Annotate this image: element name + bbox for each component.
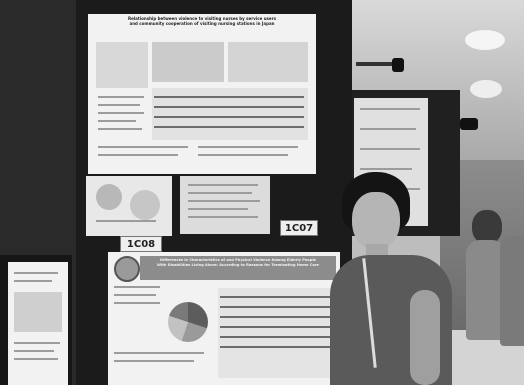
university-logo xyxy=(114,256,140,282)
attendee xyxy=(472,210,502,244)
poster-top: Relationship between violence to visitin… xyxy=(88,14,316,174)
poster-bottom-title-line2: With Disabilities Living Alone: Accordin… xyxy=(157,262,319,267)
results-table xyxy=(218,288,334,378)
attendee xyxy=(466,240,506,340)
pie-chart xyxy=(168,302,208,342)
board-code-left: 1C08 xyxy=(120,236,162,252)
poster-top-title-line1: Relationship between violence to visitin… xyxy=(128,16,276,21)
flyer-right xyxy=(180,176,270,234)
poster-bottom: Differences in Characteristics of and Ph… xyxy=(108,252,340,385)
flyer-left xyxy=(86,176,172,236)
poster-bottom-title-line1: Differences in Characteristics of and Ph… xyxy=(159,258,316,262)
spotlight xyxy=(356,62,404,66)
poster-top-title-line2: and community cooperation of visiting nu… xyxy=(129,21,275,27)
woman-face xyxy=(352,192,400,250)
spotlight xyxy=(392,58,404,72)
poster-top-section xyxy=(152,42,224,82)
board-code-right: 1C07 xyxy=(280,220,318,236)
poster-top-section xyxy=(96,42,148,88)
ceiling-light xyxy=(470,80,502,98)
poster-top-section xyxy=(228,42,308,82)
ceiling-light xyxy=(465,30,505,50)
spotlight xyxy=(460,118,478,130)
side-poster xyxy=(8,262,68,385)
woman-arm xyxy=(410,290,440,385)
attendee xyxy=(500,236,524,346)
